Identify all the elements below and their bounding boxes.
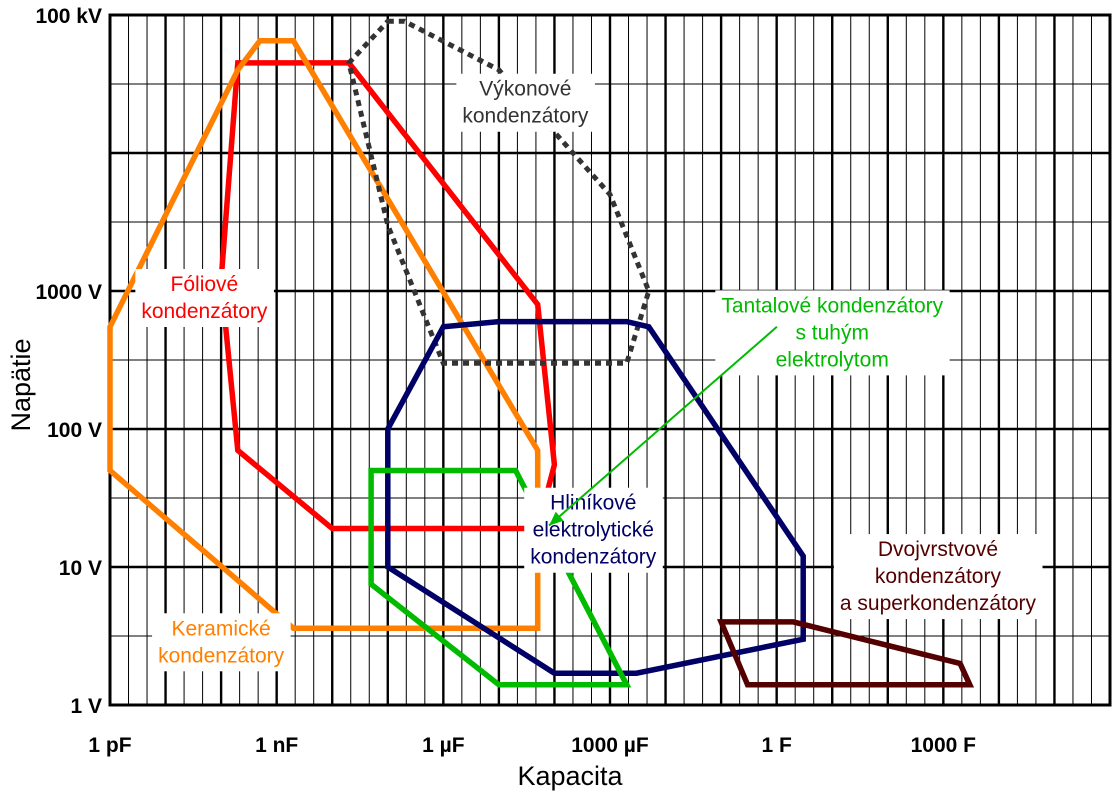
y-tick-label: 100 V bbox=[47, 419, 102, 442]
region-label-2: Keramické kondenzátory bbox=[158, 617, 285, 667]
y-tick-label: 100 kV bbox=[35, 5, 102, 28]
x-tick-label: 1 F bbox=[761, 734, 792, 757]
region-label-line: Dvojvrstvové bbox=[878, 538, 998, 561]
region-label-line: Tantalové kondenzátory bbox=[721, 294, 943, 317]
x-tick-label: 1 pF bbox=[88, 734, 131, 757]
annotation-arrow-head bbox=[549, 511, 564, 526]
region-label-background bbox=[456, 73, 595, 132]
region-label-1: Fóliové kondenzátory bbox=[141, 273, 268, 323]
grid bbox=[108, 13, 1112, 707]
region-label-background bbox=[715, 290, 950, 376]
region-label-line: kondenzátory bbox=[158, 644, 285, 667]
region-label-background bbox=[135, 269, 274, 327]
region-label-background bbox=[152, 613, 291, 672]
region-label-line: Keramické bbox=[172, 617, 271, 640]
region-label-line: elektrolytické bbox=[533, 519, 654, 542]
region-label-line: Výkonové bbox=[479, 78, 571, 101]
region-5 bbox=[368, 467, 632, 688]
y-tick-label: 1 V bbox=[70, 695, 102, 718]
region-4 bbox=[385, 318, 806, 676]
region-label-line: kondenzátory bbox=[530, 546, 657, 569]
region-label-line: Hliníkové bbox=[550, 492, 636, 515]
region-label-line: elektrolytom bbox=[776, 348, 889, 371]
y-tick-label: 10 V bbox=[59, 557, 102, 580]
x-tick-label: 1000 µF bbox=[571, 734, 649, 757]
x-axis-title: Kapacita bbox=[517, 761, 623, 791]
region-label-line: Fóliové bbox=[171, 273, 239, 296]
y-axis-title: Napätie bbox=[6, 338, 36, 431]
region-label-6: Dvojvrstvové kondenzátory a superkondenzát… bbox=[840, 538, 1037, 615]
region-label-line: kondenzátory bbox=[462, 105, 589, 128]
x-tick-label: 1 µF bbox=[422, 734, 465, 757]
region-labels: Fóliové kondenzátory Keramické kondenzátory… bbox=[135, 73, 1043, 672]
x-tick-label: 1 nF bbox=[255, 734, 298, 757]
region-label-background bbox=[524, 487, 663, 573]
region-label-line: kondenzátory bbox=[875, 565, 1002, 588]
region-label-5: Tantalové kondenzátory s tuhým elektrolyto… bbox=[721, 294, 943, 371]
region-3 bbox=[346, 18, 652, 366]
region-label-line: a superkondenzátory bbox=[840, 592, 1037, 615]
region-label-line: kondenzátory bbox=[141, 300, 268, 323]
region-2 bbox=[107, 38, 541, 631]
region-label-line: s tuhým bbox=[795, 321, 869, 344]
x-tick-label: 1000 F bbox=[911, 734, 977, 757]
region-label-4: Hliníkové elektrolytické kondenzátory bbox=[530, 492, 657, 569]
region-6 bbox=[716, 619, 975, 688]
region-label-3: Výkonové kondenzátory bbox=[462, 78, 589, 128]
y-tick-label: 1000 V bbox=[35, 281, 102, 304]
region-label-background bbox=[833, 534, 1043, 620]
annotation-arrow-line bbox=[548, 326, 778, 527]
tick-labels: 1 V 10 V 100 V 1000 V 100 kV 1 pF 1 nF 1 µF 1000… bbox=[35, 5, 976, 757]
series-regions bbox=[107, 18, 975, 688]
